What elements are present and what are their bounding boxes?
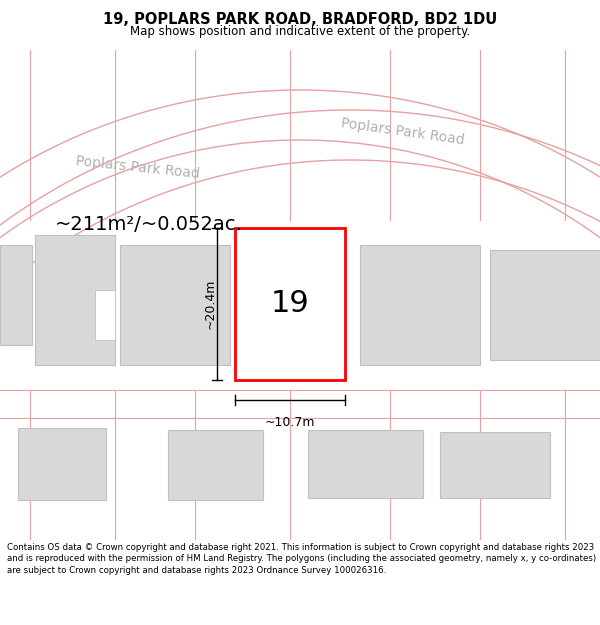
Bar — [35, 235, 115, 365]
Bar — [0, 245, 32, 345]
Bar — [308, 430, 423, 498]
Text: Poplars Park Road: Poplars Park Road — [340, 116, 466, 148]
Bar — [235, 228, 345, 380]
Bar — [490, 250, 600, 360]
Text: Poplars Park Road: Poplars Park Road — [75, 154, 200, 181]
Text: 19, POPLARS PARK ROAD, BRADFORD, BD2 1DU: 19, POPLARS PARK ROAD, BRADFORD, BD2 1DU — [103, 12, 497, 28]
Text: Map shows position and indicative extent of the property.: Map shows position and indicative extent… — [130, 24, 470, 38]
Text: ~211m²/~0.052ac.: ~211m²/~0.052ac. — [55, 215, 243, 234]
Bar — [360, 245, 480, 365]
Bar — [440, 432, 550, 498]
Bar — [95, 290, 115, 340]
Text: ~10.7m: ~10.7m — [265, 416, 315, 429]
Text: 19: 19 — [271, 289, 310, 319]
Bar — [120, 245, 230, 365]
Bar — [168, 430, 263, 500]
Bar — [18, 428, 106, 500]
Text: ~20.4m: ~20.4m — [203, 279, 217, 329]
Text: Contains OS data © Crown copyright and database right 2021. This information is : Contains OS data © Crown copyright and d… — [7, 542, 596, 575]
